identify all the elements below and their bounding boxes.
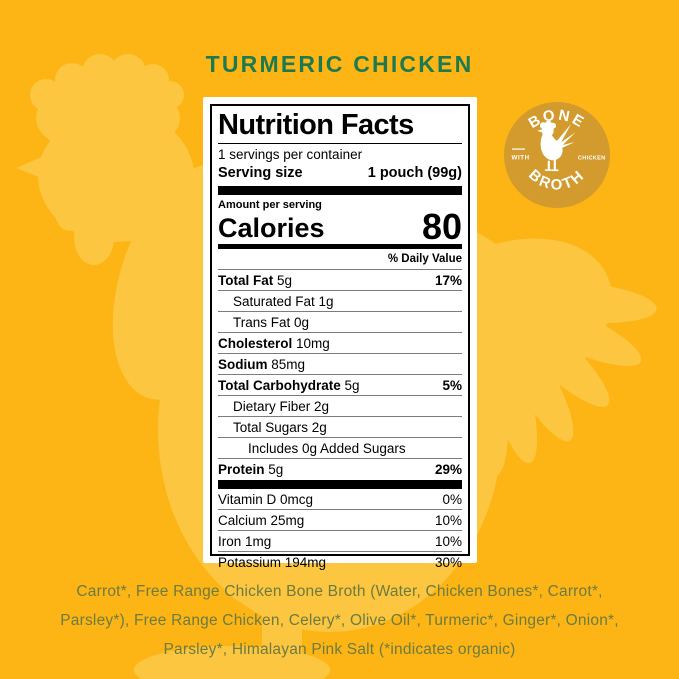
calories-value: 80 xyxy=(421,206,462,247)
thick-divider-bar xyxy=(218,480,462,489)
nutrient-row: Calcium 25mg 10% xyxy=(218,509,462,530)
nutrient-row: Total Sugars 2g xyxy=(218,416,462,437)
serving-size-value: 1 pouch (99g) xyxy=(367,165,462,181)
nutrition-facts-label: Nutrition Facts 1 servings per container… xyxy=(203,97,477,570)
nutrient-row: Dietary Fiber 2g xyxy=(218,395,462,416)
ingredients-text: Carrot*, Free Range Chicken Bone Broth (… xyxy=(60,583,619,658)
nutrient-row: Protein 5g 29% xyxy=(218,458,462,479)
nutrient-row: Cholesterol 10mg xyxy=(218,332,462,353)
nutrition-facts-inner: Nutrition Facts 1 servings per container… xyxy=(210,104,470,570)
nutrient-row: Total Carbohydrate 5g 5% xyxy=(218,374,462,395)
medium-divider-bar xyxy=(218,244,462,249)
bone-broth-badge: BONE BROTH WITH CHICKEN xyxy=(504,102,610,208)
nutrient-row: Sodium 85mg xyxy=(218,353,462,374)
page-title: TURMERIC CHICKEN xyxy=(205,51,474,77)
nutrient-row: Potassium 194mg 30% xyxy=(218,551,462,572)
nutrient-row: Trans Fat 0g xyxy=(218,311,462,332)
serving-size-row: Serving size 1 pouch (99g) xyxy=(218,163,462,186)
badge-right-word: CHICKEN xyxy=(578,156,606,162)
amount-per-serving-label: Amount per serving xyxy=(218,199,322,211)
nutrient-row: Total Fat 5g 17% xyxy=(218,269,462,290)
nutrient-row: Vitamin D 0mcg 0% xyxy=(218,491,462,507)
nutrient-row: Saturated Fat 1g xyxy=(218,290,462,311)
rooster-icon xyxy=(537,120,576,172)
badge-left-word: WITH xyxy=(512,155,530,162)
micronutrient-rows: Vitamin D 0mcg 0% Calcium 25mg 10% Iron 1mg 1… xyxy=(218,489,462,572)
nutrition-facts-title: Nutrition Facts xyxy=(218,109,462,144)
thick-divider-bar xyxy=(218,186,462,195)
calories-label: Calories xyxy=(218,213,325,243)
nutrient-row: Includes 0g Added Sugars xyxy=(218,437,462,458)
calories-row: Calories 80 xyxy=(218,206,462,247)
daily-value-header: % Daily Value xyxy=(387,253,462,265)
nutrient-rows: Total Fat 5g 17% Saturated Fat 1g Trans Fat… xyxy=(218,269,462,479)
servings-per-container: 1 servings per container xyxy=(218,147,363,162)
serving-size-label: Serving size xyxy=(218,165,303,181)
nutrient-row: Iron 1mg 10% xyxy=(218,530,462,551)
